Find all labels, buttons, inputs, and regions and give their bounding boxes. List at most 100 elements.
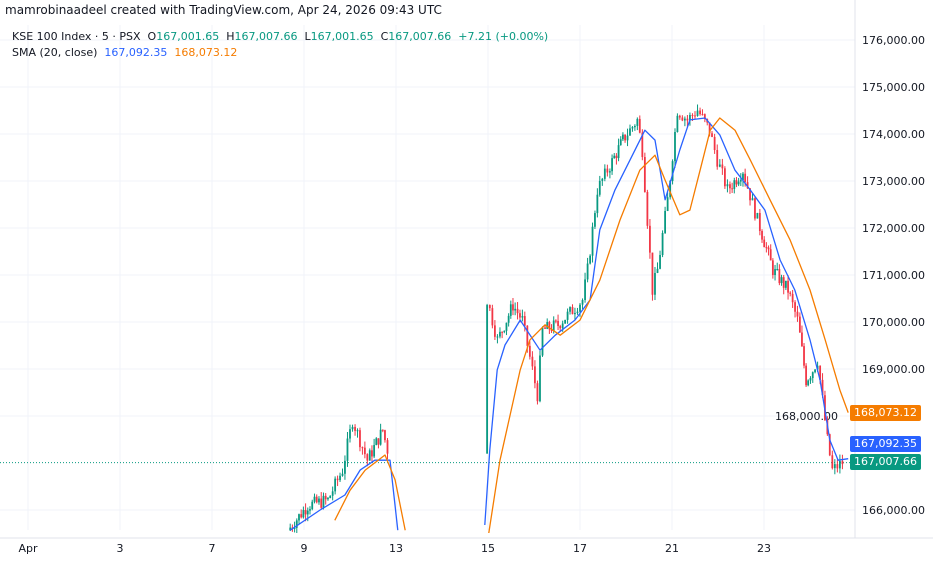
candle — [366, 454, 369, 461]
candle — [839, 460, 841, 469]
candle — [318, 498, 320, 503]
candle — [780, 277, 783, 284]
sma-label[interactable]: SMA (20, close) — [12, 46, 98, 59]
candle — [726, 184, 729, 187]
candle — [659, 255, 661, 269]
candle — [375, 438, 378, 446]
candle — [351, 426, 354, 430]
candle — [300, 514, 303, 518]
x-tick-label: 15 — [481, 542, 495, 555]
candle — [311, 501, 314, 510]
candle — [516, 308, 519, 314]
candle — [819, 365, 822, 380]
candle — [633, 125, 636, 128]
candle — [666, 197, 669, 211]
low-label: L — [304, 30, 311, 43]
candle — [346, 438, 349, 461]
candle — [708, 122, 711, 134]
candle — [676, 115, 679, 133]
x-tick-label: 21 — [665, 542, 679, 555]
candle — [694, 115, 696, 117]
candle — [550, 329, 553, 331]
close-value: 167,007.66 — [388, 30, 452, 43]
candle — [561, 323, 564, 329]
candle — [541, 327, 544, 356]
candle — [606, 168, 609, 173]
candle — [798, 316, 801, 333]
candle — [622, 134, 624, 140]
candle — [613, 155, 616, 159]
candle — [664, 210, 666, 233]
candle — [505, 322, 508, 331]
candle — [586, 263, 589, 280]
candle — [807, 380, 810, 386]
candle — [654, 272, 656, 295]
candle — [763, 239, 766, 248]
candle — [491, 308, 494, 326]
candle — [646, 191, 649, 226]
x-tick-label: 23 — [757, 542, 771, 555]
candle — [641, 132, 644, 158]
candle — [778, 269, 781, 284]
candle — [629, 128, 631, 136]
candle — [363, 447, 366, 455]
y-tick-label: 172,000.00 — [862, 222, 925, 235]
candle — [486, 305, 488, 454]
candle — [512, 304, 514, 311]
candle — [601, 178, 604, 181]
candle — [596, 194, 599, 214]
candle — [341, 473, 344, 476]
candle — [669, 180, 672, 198]
candle — [636, 118, 639, 126]
candle — [713, 136, 716, 151]
y-tick-label: 166,000.00 — [862, 504, 925, 517]
candle — [574, 312, 576, 315]
candle — [557, 320, 559, 326]
candle — [571, 307, 574, 315]
candle — [739, 180, 742, 182]
candle — [696, 110, 699, 116]
candle — [776, 269, 779, 271]
candle — [499, 331, 501, 337]
candle — [377, 438, 380, 445]
candle — [754, 198, 756, 219]
candle — [576, 311, 579, 313]
candle — [782, 277, 785, 288]
candle — [619, 139, 622, 146]
candle — [656, 268, 659, 273]
candle — [699, 110, 701, 115]
candle — [686, 118, 689, 121]
candle — [298, 514, 300, 521]
candle — [531, 356, 534, 367]
candle — [384, 430, 386, 441]
candle — [761, 230, 763, 240]
sma-value-1: 167,092.35 — [104, 46, 168, 59]
candle — [731, 188, 734, 190]
x-tick-label: 17 — [573, 542, 587, 555]
candle — [603, 168, 606, 179]
candle — [289, 527, 292, 531]
candle — [381, 429, 384, 431]
sma-value-2: 168,073.12 — [174, 46, 238, 59]
candle — [836, 464, 839, 469]
candle — [787, 280, 789, 293]
candle — [689, 115, 691, 121]
candle — [756, 212, 759, 219]
candle — [831, 455, 834, 469]
candle — [591, 226, 594, 256]
candle — [774, 269, 776, 276]
candle — [371, 450, 373, 457]
candle — [683, 118, 686, 121]
candle — [758, 212, 761, 231]
candle — [559, 325, 562, 329]
candle — [631, 127, 634, 129]
candle — [320, 498, 323, 508]
symbol-name[interactable]: KSE 100 Index · 5 · PSX — [12, 30, 141, 43]
candle — [598, 180, 601, 195]
open-value: 167,001.65 — [156, 30, 220, 43]
candle — [841, 460, 844, 465]
candle — [589, 255, 592, 264]
candle — [379, 429, 382, 445]
candle — [548, 322, 551, 330]
